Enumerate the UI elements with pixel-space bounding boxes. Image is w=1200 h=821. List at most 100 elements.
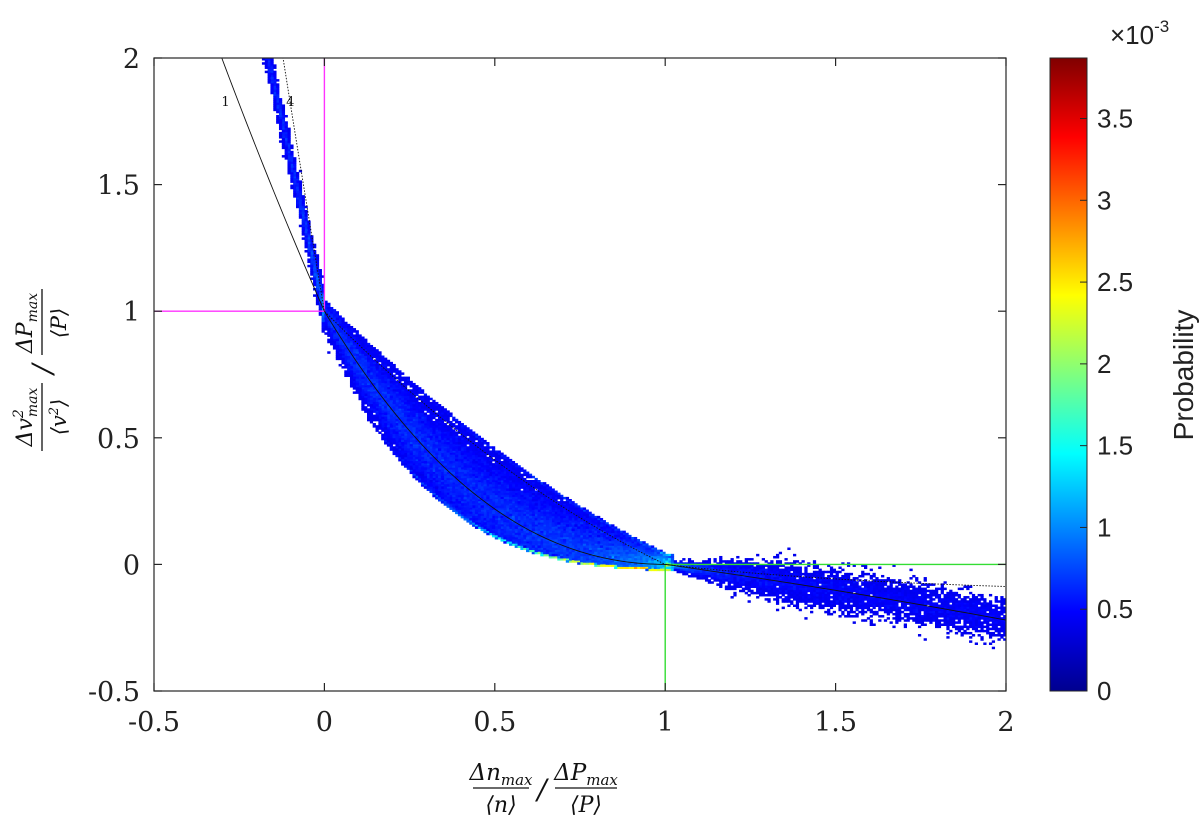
heatmap-cell (497, 496, 501, 500)
heatmap-cell (889, 596, 893, 599)
heatmap-cell (318, 292, 322, 295)
heatmap-cell (324, 306, 328, 310)
heatmap-cell (497, 534, 501, 538)
heatmap-cell (611, 551, 615, 555)
heatmap-cell (386, 401, 391, 405)
heatmap-cell (438, 446, 442, 449)
heatmap-cell (940, 604, 944, 607)
heatmap-cell (520, 530, 524, 534)
heatmap-cell (585, 530, 589, 534)
heatmap-cell (406, 446, 410, 449)
heatmap-cell (361, 399, 365, 403)
heatmap-cell (491, 490, 496, 494)
heatmap-cell (347, 342, 351, 346)
heatmap-cell (480, 505, 484, 508)
heatmap-cell (440, 496, 445, 500)
heatmap-cell (477, 488, 481, 491)
heatmap-cell (957, 602, 961, 605)
heatmap-cell (585, 532, 589, 536)
heatmap-cell (977, 602, 981, 605)
heatmap-cell (344, 342, 348, 346)
heatmap-cell (452, 503, 456, 506)
heatmap-cell (616, 566, 621, 570)
heatmap-cell (528, 536, 533, 540)
heatmap-cell (315, 281, 320, 285)
heatmap-cell (909, 591, 913, 595)
heatmap-cell (668, 553, 672, 557)
heatmap-cell (500, 528, 504, 532)
heatmap-cell (472, 498, 476, 502)
heatmap-cell (392, 429, 396, 432)
heatmap-cell (415, 429, 419, 432)
heatmap-cell (801, 581, 805, 584)
heatmap-cell (491, 473, 496, 477)
heatmap-cell (403, 458, 408, 462)
heatmap-cell (517, 524, 521, 527)
heatmap-cell (310, 237, 314, 240)
heatmap-cell (418, 427, 422, 430)
heatmap-cell (841, 583, 845, 586)
heatmap-cell (960, 634, 964, 637)
heatmap-cell (284, 140, 288, 143)
heatmap-cell (517, 480, 521, 483)
heatmap-cell (412, 395, 416, 399)
heatmap-cell (401, 418, 405, 422)
heatmap-cell (497, 503, 501, 506)
heatmap-cell (489, 528, 493, 532)
heatmap-cell (537, 517, 541, 521)
heatmap-cell (929, 593, 933, 597)
heatmap-cell (585, 551, 589, 555)
heatmap-cell (375, 376, 379, 380)
heatmap-cell (443, 492, 447, 496)
heatmap-cell (520, 492, 524, 496)
heatmap-cell (472, 471, 476, 475)
heatmap-cell (338, 338, 342, 342)
heatmap-cell (866, 596, 871, 599)
heatmap-cell (994, 619, 998, 622)
heatmap-cell (827, 583, 831, 586)
heatmap-cell (321, 317, 325, 321)
heatmap-cell (568, 543, 572, 546)
heatmap-cell (480, 465, 484, 468)
heatmap-cell (435, 482, 439, 485)
heatmap-cell (545, 505, 550, 508)
heatmap-cell (489, 486, 493, 489)
heatmap-cell (520, 517, 524, 521)
heatmap-cell (480, 522, 484, 525)
heatmap-cell (290, 161, 294, 164)
heatmap-cell (426, 473, 430, 477)
heatmap-cell (381, 418, 385, 422)
heatmap-cell (531, 549, 535, 553)
heatmap-cell (310, 243, 314, 247)
heatmap-cell (509, 482, 513, 485)
heatmap-cell (341, 334, 345, 337)
heatmap-cell (625, 558, 629, 561)
heatmap-cell (406, 439, 410, 443)
heatmap-cell (971, 598, 976, 601)
heatmap-cell (878, 579, 882, 582)
heatmap-cell (398, 433, 402, 437)
heatmap-cell (509, 505, 513, 508)
heatmap-cell (739, 568, 743, 572)
heatmap-cell (611, 560, 615, 563)
heatmap-cell (443, 501, 447, 504)
heatmap-cell (915, 600, 919, 603)
heatmap-cell (594, 536, 598, 540)
heatmap-cell (812, 566, 817, 570)
heatmap-cell (452, 456, 456, 460)
heatmap-cell (455, 496, 459, 500)
heatmap-cell (367, 355, 371, 359)
heatmap-cell (384, 389, 388, 392)
heatmap-cell (486, 486, 490, 489)
heatmap-cell (625, 564, 629, 567)
heatmap-cell (619, 558, 623, 561)
heatmap-cell (619, 539, 623, 542)
heatmap-cell (418, 467, 422, 470)
heatmap-cell (764, 574, 768, 578)
heatmap-cell (929, 612, 933, 616)
heatmap-cell (775, 577, 780, 580)
heatmap-cell (651, 551, 655, 555)
heatmap-cell (293, 176, 297, 179)
heatmap-cell (520, 490, 524, 494)
heatmap-cell (534, 477, 538, 481)
